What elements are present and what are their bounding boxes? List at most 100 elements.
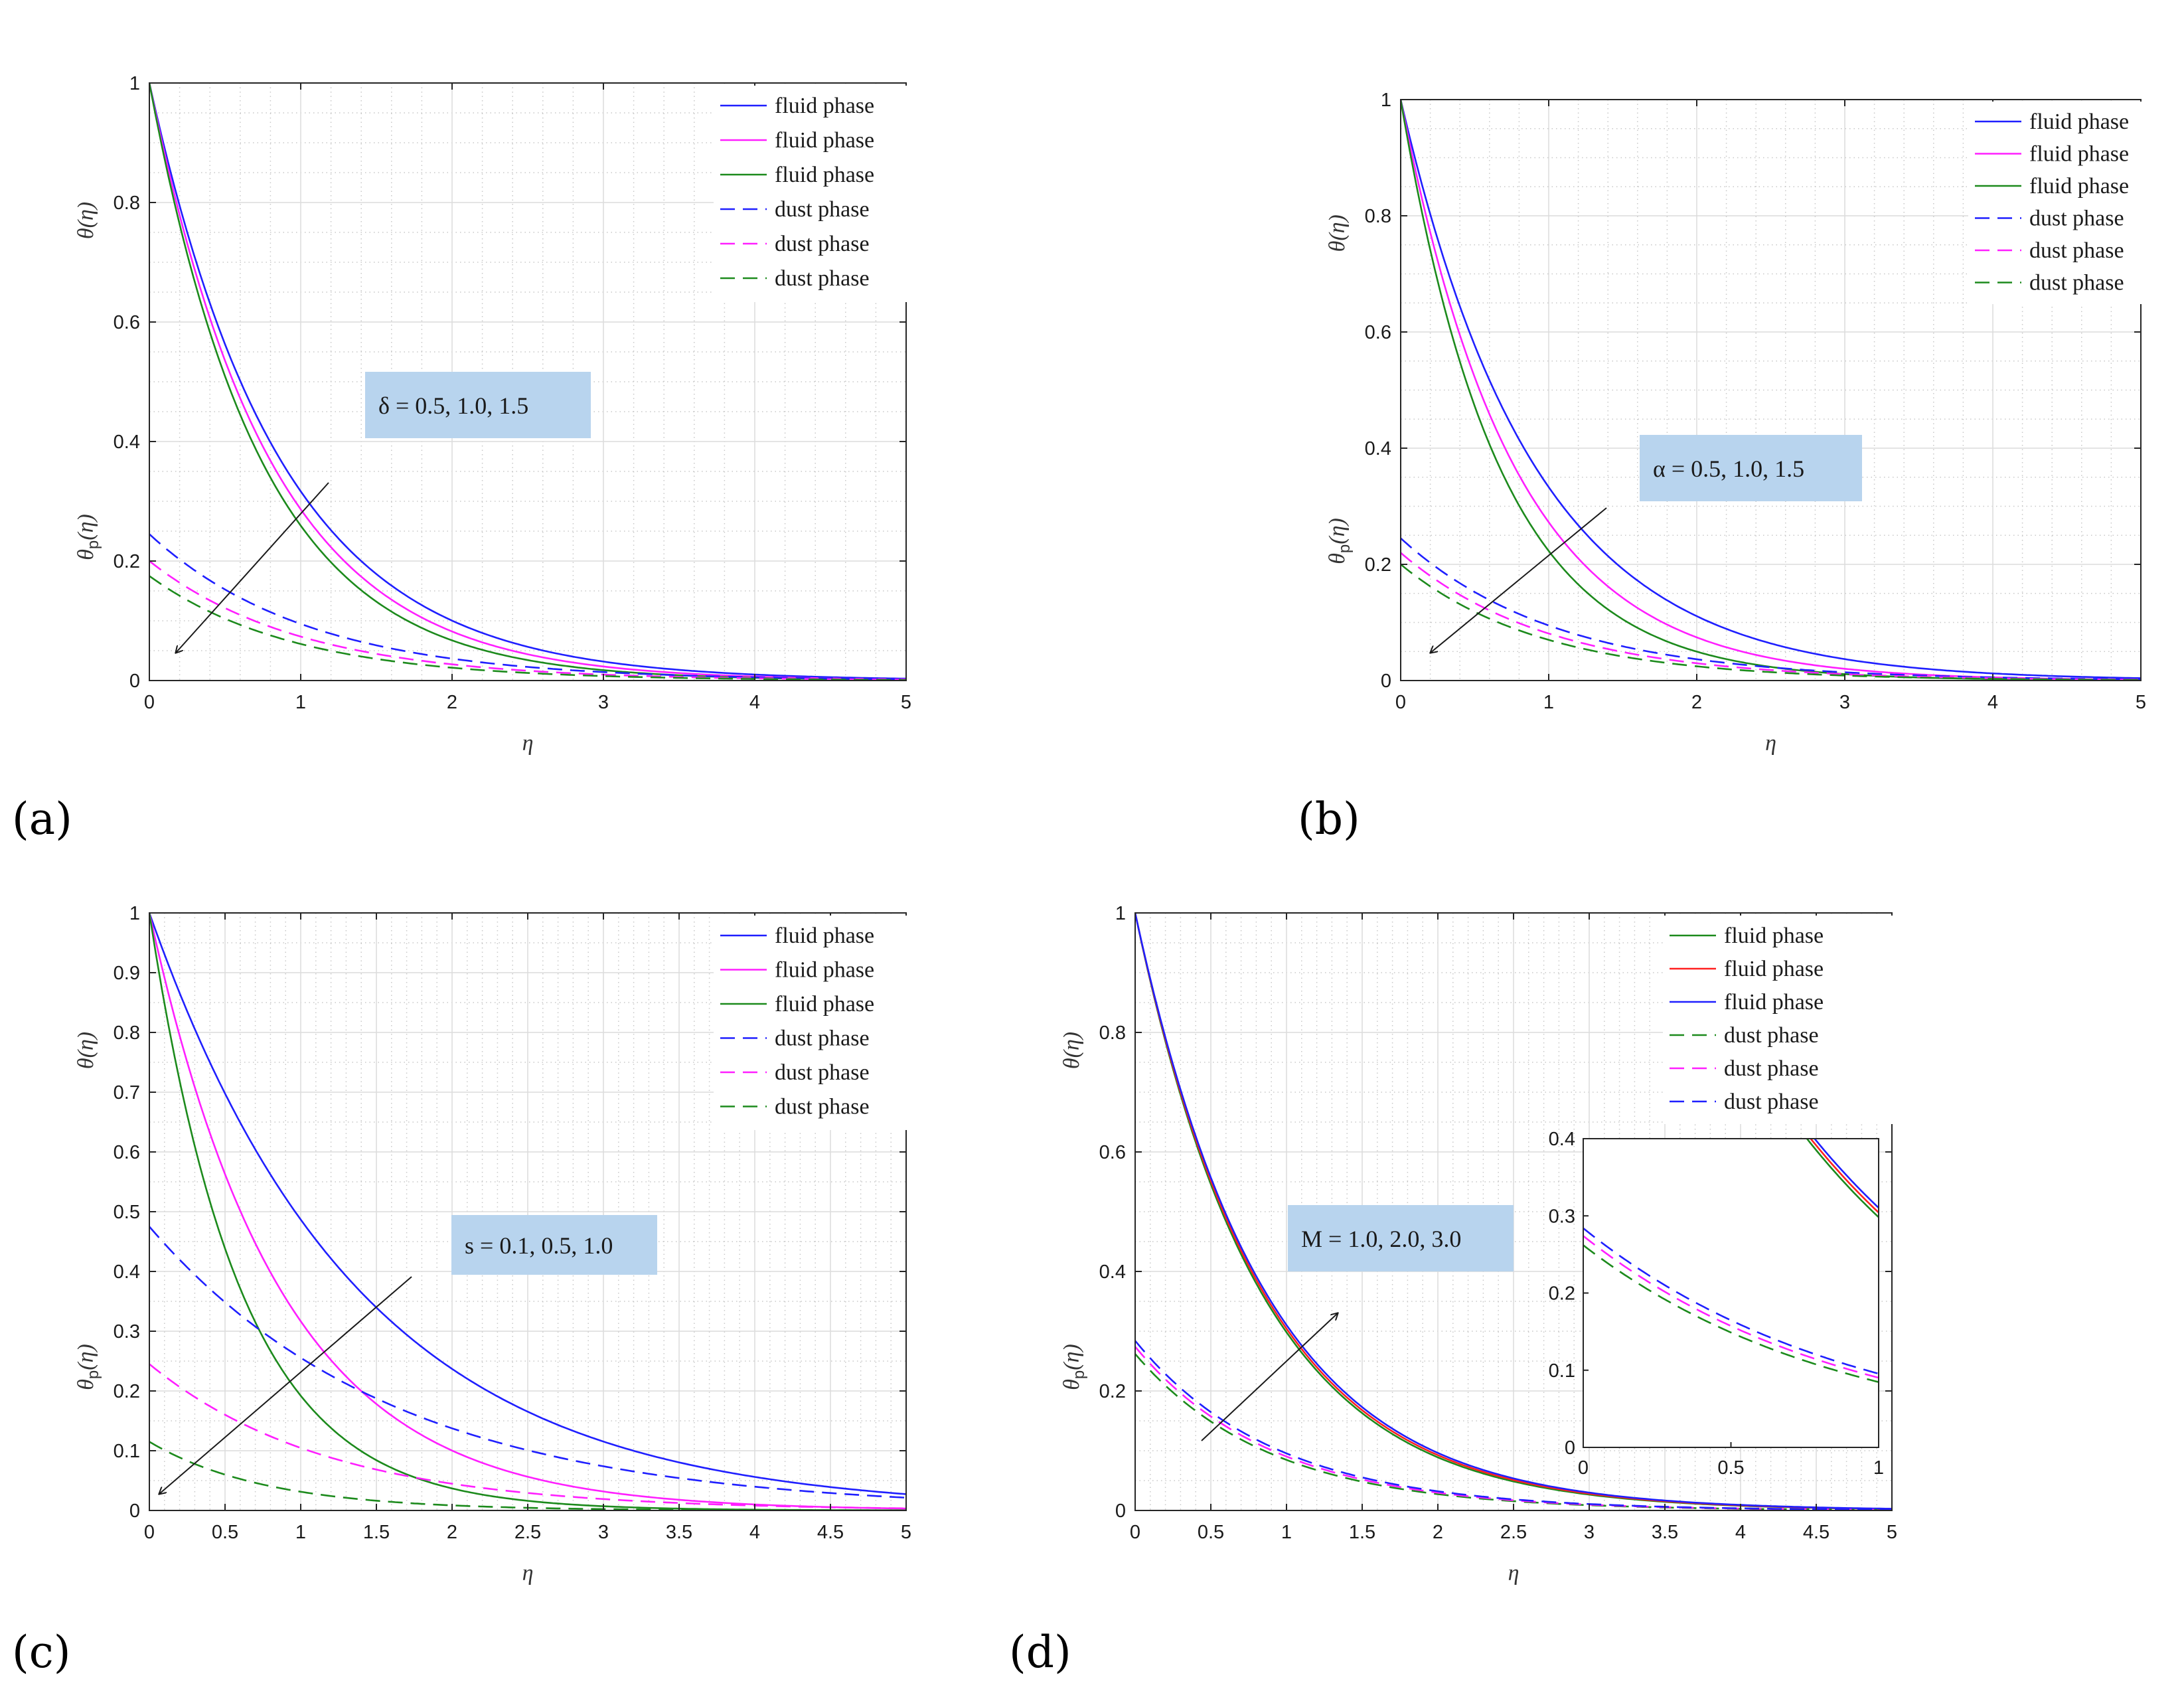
x-tick-label: 4 [1735,1522,1746,1543]
inset-line-1 [1806,1139,1879,1218]
y-axis-label-fluid: θ(η) [74,202,98,239]
dust-phase-line-5 [149,1363,906,1510]
x-tick-label: 4 [1988,692,1998,713]
y-tick-label: 0.6 [1365,322,1391,343]
y-axis-label-dust: θp(η) [1059,1344,1088,1390]
legend-label-1: fluid phase [775,94,874,118]
legend: fluid phase fluid phase fluid phase dust ph… [1968,102,2167,304]
fluid-phase-line-1 [1401,100,2141,679]
panel-label-a: (a) [12,793,72,845]
legend-label-4: dust phase [1724,1023,1819,1048]
dust-phase-line-5 [149,560,906,681]
chart-panel-a: 0 1 2 3 4 5 0 0.2 0.4 0.6 0.8 1 η θ(η) θp(η) fluid phas… [74,73,916,756]
series-group [149,83,906,681]
legend: fluid phase fluid phase fluid phase dust ph… [1663,916,1895,1124]
legend-label-4: dust phase [775,197,870,222]
annotation-text: M = 1.0, 2.0, 3.0 [1301,1226,1461,1252]
x-axis-label: η [522,1561,534,1585]
panel-label-c: (c) [12,1627,71,1678]
legend-label-3: fluid phase [1724,990,1824,1015]
y-tick-label: 0.2 [1099,1381,1126,1402]
legend-label-6: dust phase [775,266,870,291]
inset-line-3 [1813,1139,1879,1209]
y-axis-label-fluid: θ(η) [74,1032,98,1069]
axes-frame [1400,99,2142,681]
annotation-box [365,372,591,438]
x-tick-label: 5 [901,692,911,713]
x-tick-label: 3 [598,1522,609,1543]
x-tick-label: 1 [1543,692,1554,713]
x-tick-label: 0 [144,1522,155,1543]
legend-label-4: dust phase [775,1026,870,1051]
x-tick-label: 0.5 [1198,1522,1224,1543]
x-tick-label: 5 [2136,692,2146,713]
dust-phase-line-4 [149,1226,906,1499]
x-tick-label: 4 [749,1522,760,1543]
legend-label-2: fluid phase [775,128,874,153]
y-axis-label-dust: θp(η) [74,1344,102,1390]
y-tick-label: 0.8 [1099,1022,1126,1044]
y-axis-label-fluid: θ(η) [1059,1032,1084,1069]
inset-x-tick-label: 1 [1873,1457,1884,1479]
inset-line-5 [1583,1235,1879,1379]
y-axis-label-dust: θp(η) [74,514,102,560]
trend-arrow [1201,1313,1338,1441]
x-tick-label: 0 [144,692,155,713]
x-tick-label: 0 [1130,1522,1140,1543]
y-tick-label: 0.3 [114,1321,140,1342]
x-tick-label: 4.5 [817,1522,844,1543]
annotation-box [1640,435,1862,501]
legend-label-5: dust phase [775,1060,870,1085]
legend-label-1: fluid phase [1724,924,1824,948]
legend-label-5: dust phase [775,232,870,256]
y-tick-label: 1 [129,903,140,924]
y-tick-label: 0.8 [1365,206,1391,227]
x-tick-label: 0 [1395,692,1406,713]
y-tick-label: 0.6 [114,1142,140,1163]
y-axis-label-dust: θp(η) [1325,518,1354,564]
legend-box [714,86,916,302]
panel-label-b: (b) [1298,793,1360,845]
y-tick-label: 0.6 [1099,1142,1126,1163]
panel-label-d: (d) [1009,1627,1071,1678]
legend-label-1: fluid phase [2029,110,2129,134]
y-tick-label: 0.2 [1365,554,1391,576]
inset-plot-area [1583,1139,1879,1447]
inset-y-tick-label: 0.1 [1549,1360,1575,1382]
inset-y-tick-label: 0.4 [1549,1129,1575,1150]
series-group [1401,100,2141,681]
y-tick-label: 0.9 [114,963,140,984]
y-tick-label: 0 [1381,671,1391,692]
y-axis-label-fluid: θ(η) [1325,214,1350,252]
axes-frame [149,82,907,681]
x-tick-label: 3 [1839,692,1850,713]
dust-phase-line-4 [149,533,906,681]
fluid-phase-line-3 [1135,913,1892,1510]
legend-box [1663,916,1895,1124]
x-tick-label: 2.5 [514,1522,541,1543]
inset-series-group [1583,1139,1879,1383]
x-tick-label: 2 [447,692,457,713]
y-tick-label: 0.7 [114,1082,140,1103]
x-axis-label: η [1765,731,1776,756]
x-tick-label: 3 [1584,1522,1595,1543]
inset-chart: 0 0.5 1 0 0.1 0.2 0.3 0.4 [1549,1129,1884,1479]
inset-x-tick-label: 0 [1578,1457,1589,1479]
x-tick-label: 3 [598,692,609,713]
chart-panel-d: 0 0.5 1 1.5 2 2.5 3 3.5 4 4.5 5 0 0.2 0.4 0.6 0.8 1 η θ(η)… [1059,903,1897,1585]
dust-phase-line-4 [1135,1353,1892,1510]
y-tick-label: 0 [129,1501,140,1522]
annotation-box [1288,1205,1514,1271]
chart-panel-c: 0 0.5 1 1.5 2 2.5 3 3.5 4 4.5 5 0 0.1 0.2 0.3 0.4 0.5 0.6… [74,903,916,1585]
fluid-phase-line-1 [149,913,906,1495]
legend-label-3: fluid phase [775,163,874,187]
legend-label-2: fluid phase [2029,142,2129,167]
x-tick-label: 1.5 [1349,1522,1375,1543]
trend-arrow [176,482,329,653]
y-tick-label: 0.2 [114,551,140,572]
legend-label-3: fluid phase [775,992,874,1016]
inset-line-6 [1583,1227,1879,1375]
y-tick-label: 0 [129,671,140,692]
y-tick-label: 1 [129,73,140,94]
x-axis-label: η [522,731,534,756]
